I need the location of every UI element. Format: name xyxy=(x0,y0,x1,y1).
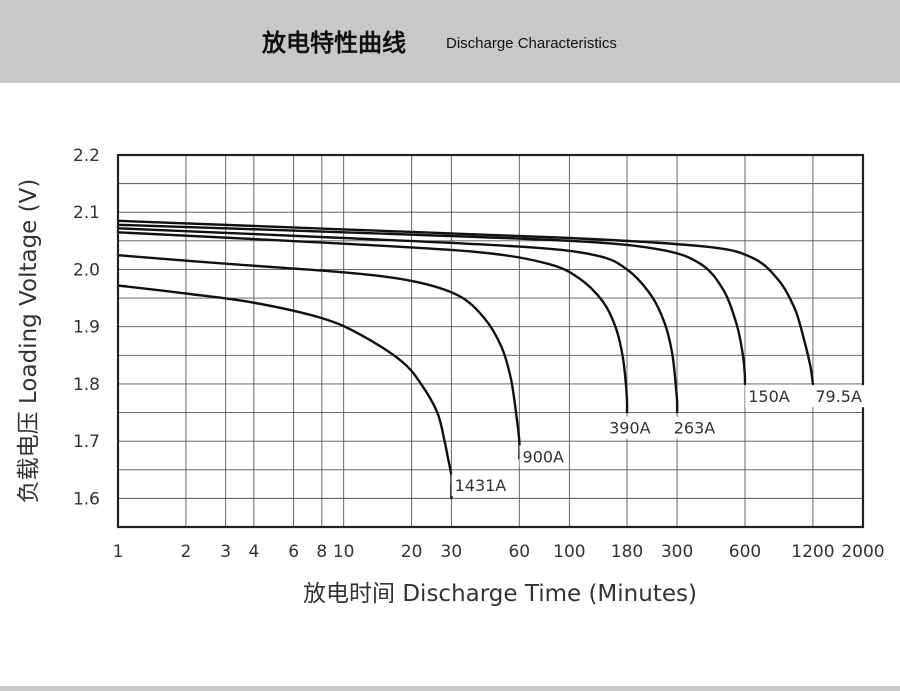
x-tick-label: 30 xyxy=(441,542,463,562)
x-tick-label: 8 xyxy=(316,542,327,562)
y-tick-label: 1.9 xyxy=(73,318,100,338)
plot-frame xyxy=(116,153,865,529)
curve-label-bg xyxy=(812,385,871,408)
curve-label: 1431A xyxy=(455,476,507,495)
curve-label: 79.5A xyxy=(815,387,862,406)
x-tick-label: 2000 xyxy=(841,542,884,562)
x-tick-label: 300 xyxy=(661,542,693,562)
x-tick-label: 10 xyxy=(333,542,355,562)
x-tick-label: 180 xyxy=(611,542,643,562)
curve-150A xyxy=(116,223,747,386)
x-tick-label: 600 xyxy=(729,542,761,562)
header-bar: 放电特性曲线 Discharge Characteristics xyxy=(0,0,900,83)
y-tick-label: 1.8 xyxy=(73,375,100,395)
x-tick-label: 60 xyxy=(508,542,530,562)
x-tick-label: 20 xyxy=(401,542,423,562)
x-tick-label: 2 xyxy=(181,542,192,562)
y-tick-labels: 1.6 1.7 1.8 1.9 2.0 2.1 2.2 xyxy=(73,146,100,509)
curve-label: 390A xyxy=(609,419,651,438)
curve-label-bg xyxy=(519,445,568,468)
x-tick-label: 100 xyxy=(553,542,585,562)
x-tick-labels: 1 2 3 4 6 8 10 20 30 60 100 180 300 600 1200 2000 xyxy=(113,542,885,562)
curve-label-bg xyxy=(451,473,511,496)
x-tick-label: 1 xyxy=(113,542,124,562)
y-axis-title: 负载电压 Loading Voltage (V) xyxy=(16,179,42,504)
curve-390A xyxy=(116,231,629,414)
curve-label-bg xyxy=(606,416,655,439)
curve-label: 150A xyxy=(748,387,790,406)
y-tick-label: 2.0 xyxy=(73,260,100,280)
x-tick-label: 4 xyxy=(248,542,259,562)
grid xyxy=(117,154,864,528)
bottom-rule xyxy=(0,686,900,691)
curve-263A xyxy=(116,227,679,414)
curve-label: 263A xyxy=(674,419,716,438)
curves xyxy=(116,219,815,500)
curve-label-bg xyxy=(745,385,794,408)
x-tick-label: 3 xyxy=(220,542,231,562)
curve-labels: 1431A 900A 390A 263A 150A 79.5A xyxy=(451,385,871,496)
curve-label: 900A xyxy=(523,447,565,466)
curve-79_5A xyxy=(116,219,815,386)
x-tick-label: 1200 xyxy=(791,542,834,562)
title-chinese: 放电特性曲线 xyxy=(262,29,406,57)
y-tick-label: 1.7 xyxy=(73,432,100,452)
x-axis-title: 放电时间 Discharge Time (Minutes) xyxy=(303,581,697,607)
curve-1431A xyxy=(116,284,453,500)
x-tick-label: 6 xyxy=(288,542,299,562)
curve-900A xyxy=(116,254,521,460)
curve-label-bg xyxy=(670,416,719,439)
y-tick-label: 2.2 xyxy=(73,146,100,166)
y-tick-label: 1.6 xyxy=(73,489,100,509)
title-english: Discharge Characteristics xyxy=(446,35,617,52)
y-tick-label: 2.1 xyxy=(73,203,100,223)
